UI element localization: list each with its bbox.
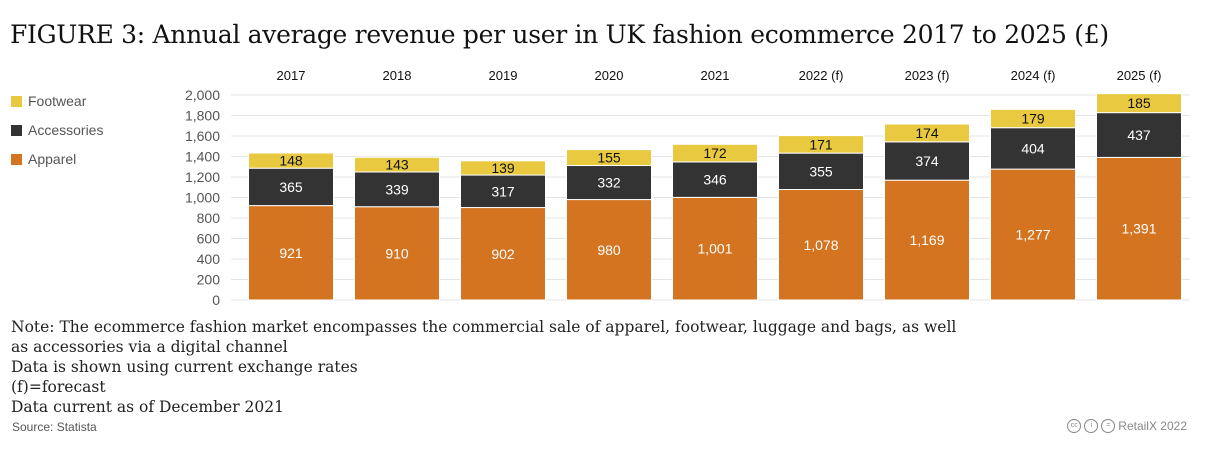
- data-label: 1,078: [803, 237, 838, 253]
- bar-segment-accessories: [248, 167, 334, 207]
- bar-segment-accessories: [354, 171, 440, 208]
- data-label: 171: [809, 136, 833, 152]
- data-label: 1,169: [909, 232, 944, 248]
- data-label: 910: [385, 245, 409, 261]
- data-label: 143: [385, 157, 409, 173]
- credit-text: RetailX 2022: [1118, 419, 1187, 433]
- data-label: 355: [809, 163, 833, 179]
- bar-segment-accessories: [884, 141, 970, 181]
- legend-label: Footwear: [28, 93, 87, 109]
- source: Source: Statista: [12, 420, 97, 434]
- legend-label: Accessories: [28, 122, 103, 138]
- category-label: 2022 (f): [799, 68, 844, 83]
- data-label: 1,277: [1015, 227, 1050, 243]
- by-icon: i: [1084, 419, 1099, 433]
- note-line: (f)=forecast: [11, 378, 106, 396]
- bar-segment-footwear: [354, 156, 440, 173]
- bar-segment-footwear: [248, 152, 334, 169]
- data-label: 317: [491, 183, 515, 199]
- data-label: 346: [703, 172, 727, 188]
- bar-segment-accessories: [778, 152, 864, 191]
- category-label: 2025 (f): [1117, 68, 1162, 83]
- y-tick-label: 600: [197, 231, 221, 247]
- chart-title: FIGURE 3: Annual average revenue per use…: [10, 20, 1109, 49]
- bar-segment-apparel: [884, 179, 970, 301]
- data-label: 374: [915, 153, 939, 169]
- bar-segment-apparel: [1096, 156, 1182, 301]
- y-tick-label: 400: [197, 251, 221, 267]
- data-label: 365: [279, 179, 303, 195]
- y-tick-label: 1,000: [185, 190, 220, 206]
- category-label: 2017: [277, 68, 306, 83]
- bar-segment-footwear: [990, 108, 1076, 129]
- bar-segment-footwear: [460, 160, 546, 176]
- bar-segment-accessories: [566, 165, 652, 201]
- category-label: 2021: [701, 68, 730, 83]
- data-label: 139: [491, 160, 515, 176]
- y-tick-label: 0: [212, 292, 220, 308]
- data-label: 902: [491, 246, 515, 262]
- data-label: 172: [703, 145, 727, 161]
- y-tick-label: 1,400: [185, 149, 220, 165]
- data-label: 921: [279, 245, 303, 261]
- bar-segment-apparel: [672, 196, 758, 301]
- data-label: 1,391: [1121, 221, 1156, 237]
- category-label: 2023 (f): [905, 68, 950, 83]
- bar-segment-accessories: [990, 127, 1076, 170]
- bar-segment-accessories: [672, 161, 758, 198]
- y-tick-label: 2,000: [185, 87, 220, 103]
- y-tick-label: 1,200: [185, 169, 220, 185]
- data-label: 148: [279, 153, 303, 169]
- bar-segment-footwear: [884, 123, 970, 143]
- data-label: 404: [1021, 140, 1045, 156]
- bar-segment-apparel: [354, 206, 440, 301]
- note-line: Data current as of December 2021: [11, 398, 285, 416]
- data-label: 980: [597, 242, 621, 258]
- legend-label: Apparel: [28, 151, 76, 167]
- legend-swatch: [11, 96, 22, 107]
- bar-segment-apparel: [460, 207, 546, 301]
- category-label: 2019: [489, 68, 518, 83]
- legend-swatch: [11, 154, 22, 165]
- nd-icon: =: [1101, 419, 1116, 433]
- bar-segment-footwear: [1096, 93, 1182, 114]
- data-label: 1,001: [697, 241, 732, 257]
- bar-segment-accessories: [460, 174, 546, 209]
- y-tick-label: 1,600: [185, 128, 220, 144]
- bar-segment-accessories: [1096, 112, 1182, 158]
- category-label: 2024 (f): [1011, 68, 1056, 83]
- cc-icon: cc: [1067, 419, 1082, 433]
- bar-segment-footwear: [672, 143, 758, 163]
- note-line: Data is shown using current exchange rat…: [11, 358, 358, 376]
- data-label: 174: [915, 125, 939, 141]
- y-tick-label: 1,800: [185, 108, 220, 124]
- data-label: 332: [597, 175, 621, 191]
- data-label: 155: [597, 150, 621, 166]
- note-line: Note: The ecommerce fashion market encom…: [11, 318, 957, 336]
- bar-segment-apparel: [566, 199, 652, 301]
- bar-segment-apparel: [248, 205, 334, 301]
- bar-segment-footwear: [778, 135, 864, 154]
- category-label: 2020: [595, 68, 624, 83]
- y-tick-label: 800: [197, 210, 221, 226]
- bar-segment-footwear: [566, 149, 652, 167]
- data-label: 179: [1021, 111, 1045, 127]
- data-label: 339: [385, 181, 409, 197]
- bar-segment-apparel: [778, 189, 864, 301]
- data-label: 185: [1127, 95, 1151, 111]
- data-label: 437: [1127, 127, 1151, 143]
- credit: cc i = RetailX 2022: [1067, 419, 1187, 433]
- bar-segment-apparel: [990, 168, 1076, 301]
- y-tick-label: 200: [197, 272, 221, 288]
- note-line: as accessories via a digital channel: [11, 338, 288, 356]
- category-label: 2018: [383, 68, 412, 83]
- legend-swatch: [11, 125, 22, 136]
